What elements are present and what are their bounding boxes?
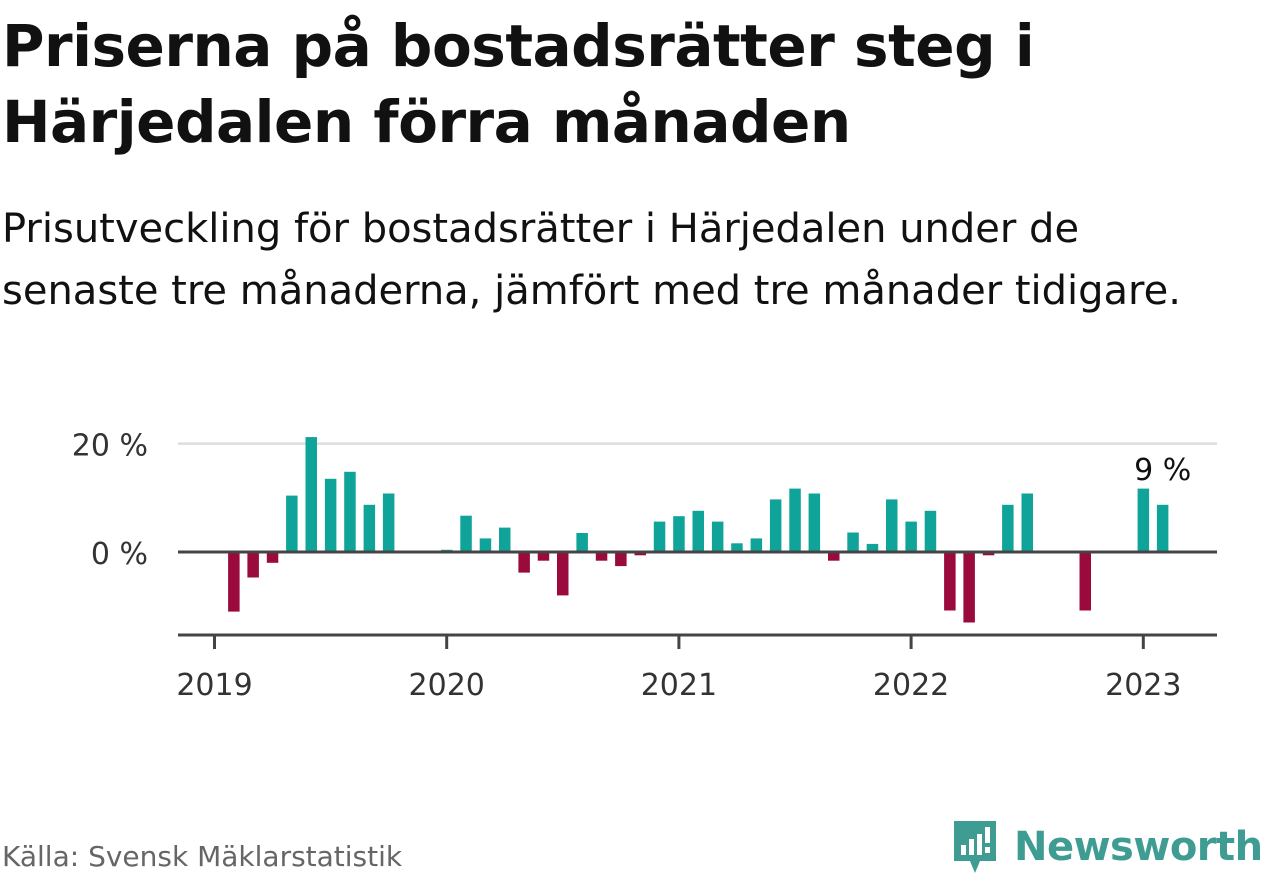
bar-2022-06 [1002, 504, 1014, 552]
bar-2021-07 [789, 488, 801, 552]
bar-2020-08 [576, 533, 588, 552]
bar-2022-05 [982, 552, 995, 556]
bar-2020-09 [595, 552, 608, 561]
bar-2019-05 [286, 495, 298, 552]
bar-2020-07 [557, 552, 569, 596]
bar-2023-02 [1156, 504, 1169, 552]
bar-2022-10 [1079, 552, 1091, 611]
bar-2021-04 [731, 543, 743, 552]
y-axis: 0 % 20 % [72, 429, 148, 572]
x-tick-label: 2020 [409, 668, 485, 703]
bar-2020-06 [537, 552, 550, 561]
bar-2021-11 [866, 543, 879, 552]
bar-2020-05 [518, 552, 530, 573]
bar-2022-03 [944, 552, 956, 611]
bar-2020-10 [615, 552, 627, 567]
bar-2021-03 [711, 521, 724, 552]
bar-2021-06 [769, 499, 782, 552]
bar-2022-02 [924, 510, 937, 552]
x-tick-label: 2021 [641, 668, 717, 703]
x-tick-label: 2023 [1105, 668, 1181, 703]
bar-2021-10 [847, 532, 859, 552]
bar-2019-09 [363, 504, 376, 552]
bar-2019-04 [266, 552, 279, 563]
bar-2021-02 [692, 510, 704, 552]
bar-2019-07 [324, 478, 337, 552]
bar-chart: 0 % 20 % 2019 2020 2021 2022 2023 9 % [72, 429, 1217, 703]
bar-2020-03 [479, 538, 492, 552]
chart-subtitle: Prisutveckling för bostadsrätter i Härje… [2, 206, 1181, 314]
bar-2020-04 [499, 527, 511, 552]
bar-layer [228, 437, 1169, 623]
bar-2022-07 [1021, 493, 1033, 552]
x-axis: 2019 2020 2021 2022 2023 [176, 635, 1181, 703]
bar-2021-12 [886, 499, 898, 552]
chart-title: Priserna på bostadsrätter steg i Härjeda… [2, 12, 1035, 156]
y-tick-label: 20 % [72, 429, 148, 464]
bar-2019-08 [344, 471, 356, 552]
bar-2023-01 [1137, 488, 1150, 552]
bar-2021-08 [808, 493, 821, 552]
y-tick-label: 0 % [91, 537, 148, 572]
bar-2019-06 [305, 437, 317, 552]
bar-2021-05 [750, 538, 763, 552]
newsworthy-logo[interactable]: Newsworthy [950, 818, 1262, 876]
bar-2020-11 [634, 552, 646, 556]
newsworthy-logo-icon [954, 821, 996, 873]
bar-2020-02 [460, 515, 472, 552]
bar-2019-10 [382, 493, 395, 552]
bar-2022-04 [963, 552, 975, 623]
bar-2019-02 [228, 552, 240, 612]
bar-2020-12 [653, 521, 666, 552]
bar-2021-09 [828, 552, 840, 561]
bar-2022-01 [905, 521, 917, 552]
source-note: Källa: Svensk Mäklarstatistik [2, 840, 403, 873]
bar-2019-03 [247, 552, 259, 578]
annotation-label: 9 % [1134, 453, 1191, 488]
bar-2021-01 [673, 516, 685, 552]
brand-name: Newsworthy [1014, 824, 1262, 870]
x-tick-label: 2019 [176, 668, 252, 703]
x-tick-label: 2022 [873, 668, 949, 703]
